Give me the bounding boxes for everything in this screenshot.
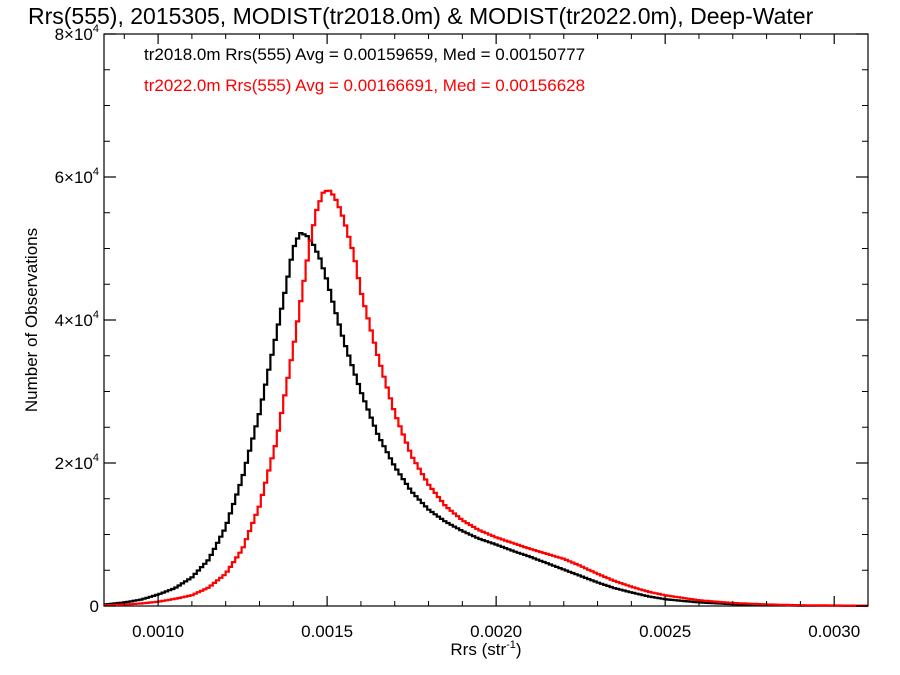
y-tick-label: 6×104 (55, 166, 99, 187)
x-tick-label: 0.0020 (470, 622, 522, 641)
x-axis-label: Rrs (str-1) (450, 639, 521, 659)
plot-area: 0.0010 0.0015 0.0020 0.0025 0.0030 0 2×104 4×1… (55, 23, 869, 641)
x-axis: 0.0010 0.0015 0.0020 0.0025 0.0030 (123, 34, 869, 641)
y-axis-label: Number of Observations (22, 228, 41, 412)
x-axis-label-sup: -1 (506, 639, 516, 651)
x-axis-label-text: Rrs (str (450, 640, 506, 659)
y-tick-label: 8×104 (55, 23, 99, 44)
y-tick-label: 4×104 (55, 309, 99, 330)
legend-entry-tr2018.0m: tr2018.0m Rrs(555) Avg = 0.00159659, Med… (144, 45, 585, 64)
chart-title: Rrs(555), 2015305, MODIST(tr2018.0m) & M… (28, 3, 814, 29)
legend: tr2018.0m Rrs(555) Avg = 0.00159659, Med… (144, 45, 585, 95)
legend-entry-tr2022.0m: tr2022.0m Rrs(555) Avg = 0.00166691, Med… (144, 76, 585, 95)
x-tick-label: 0.0015 (301, 622, 353, 641)
x-tick-label: 0.0030 (808, 622, 860, 641)
x-tick-label: 0.0010 (132, 622, 184, 641)
y-axis: 0 2×104 4×104 6×104 8×104 (55, 23, 868, 616)
y-tick-label: 2×104 (55, 452, 99, 473)
y-tick-label: 0 (90, 597, 99, 616)
series-line-tr2018.0m (104, 232, 868, 607)
series-line-tr2022.0m (104, 189, 868, 607)
plot-frame (103, 33, 869, 607)
x-tick-label: 0.0025 (639, 622, 691, 641)
series-layer (104, 189, 868, 607)
x-axis-label-tail: ) (516, 640, 522, 659)
